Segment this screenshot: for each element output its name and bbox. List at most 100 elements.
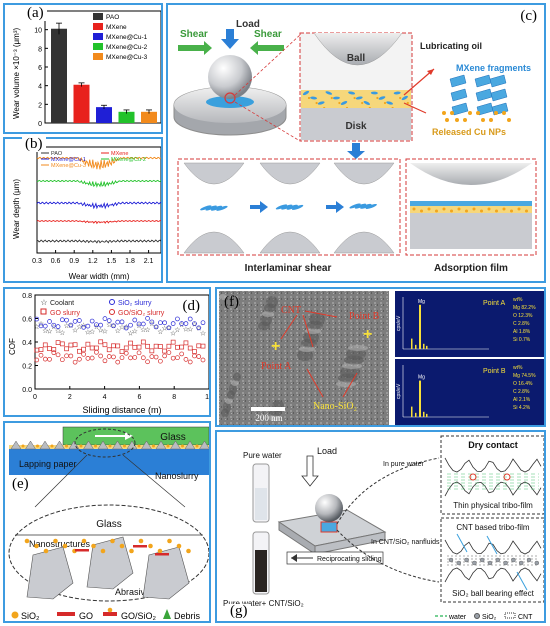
cof-point <box>136 344 142 350</box>
sem-texture <box>340 366 360 378</box>
go-sheet <box>133 545 147 548</box>
cof-point: ☆ <box>115 327 121 335</box>
d-legend-marker <box>109 309 115 315</box>
lower-rough-surface-cnt <box>444 567 542 583</box>
cof-point <box>77 318 82 323</box>
legend-label: Debris <box>174 611 201 621</box>
mxene-flake <box>401 95 408 101</box>
cof-point <box>42 356 48 362</box>
sio2-particle <box>50 444 54 448</box>
cof-point <box>132 317 138 323</box>
mxene-fragment <box>475 88 493 102</box>
cof-point <box>81 324 86 330</box>
cof-point <box>170 355 176 361</box>
cof-point <box>128 340 133 346</box>
sio2-particle <box>79 444 83 448</box>
g-ball <box>315 494 343 522</box>
adsorption-box <box>405 158 537 256</box>
glass-zoom-label: Glass <box>96 519 122 530</box>
interlaminar-box <box>177 158 401 256</box>
d-legend-label: GO slurry <box>50 310 80 317</box>
tribofilm-diagram-g: Pure water Pure water+ CNT/SiO₂ Load Rec… <box>223 435 544 621</box>
g-legend-label: water <box>448 614 467 621</box>
cof-point: ☆ <box>196 325 202 333</box>
lower-asperity <box>183 231 245 254</box>
mxene-flake <box>310 96 318 100</box>
panel-label-c: (c) <box>517 9 540 24</box>
cof-point: ☆ <box>46 328 52 336</box>
mxene-flake <box>317 101 325 105</box>
released-cu-label: Released Cu NPs <box>432 127 506 137</box>
abrasive-grain <box>54 440 65 450</box>
sio2-particle <box>43 548 49 554</box>
adsorbed-cu <box>502 207 506 211</box>
cof-point <box>175 316 180 322</box>
cu-nanoparticle <box>307 96 311 100</box>
adsorbed-cu <box>487 207 491 211</box>
mxene-flake <box>355 96 363 100</box>
sio2-ball <box>534 560 539 566</box>
a-ytick-label: 6 <box>38 65 42 72</box>
cof-point <box>128 322 133 328</box>
d-legend-label: Coolant <box>50 300 74 307</box>
cof-point <box>55 324 61 330</box>
panel-f: CNT + Point A + Point B Nano-SiO₂ 200 nm… <box>215 287 546 427</box>
wear-volume-bar <box>141 111 157 123</box>
wear-profile-line <box>36 239 161 244</box>
d-ytick-label: 0.0 <box>22 387 32 394</box>
cof-point <box>77 356 82 362</box>
cof-point <box>179 351 185 357</box>
cof-point <box>136 350 142 356</box>
released-cu-np <box>502 111 506 115</box>
sem-texture <box>233 372 241 382</box>
panel-label-d: (d) <box>179 299 203 314</box>
cof-point <box>38 352 44 358</box>
b-xtick-label: 1.5 <box>107 258 117 265</box>
cof-point <box>98 353 104 359</box>
cof-point <box>51 322 57 328</box>
cof-point <box>68 322 74 328</box>
abrasive-grain <box>25 440 36 450</box>
sheared-layer <box>210 205 223 211</box>
sem-texture <box>303 331 319 343</box>
cof-point <box>98 322 104 328</box>
eds-peak-mg <box>419 380 421 417</box>
sio2-particle <box>166 444 170 448</box>
cof-point <box>68 342 74 348</box>
sio2-particle <box>91 543 96 549</box>
eds-minor-peak <box>411 338 413 349</box>
cu-nanoparticle <box>353 96 356 100</box>
cof-point <box>145 315 150 321</box>
cof-point <box>123 325 129 331</box>
cof-point <box>42 323 48 329</box>
adsorbed-cu <box>525 209 528 213</box>
lower-rough-surface <box>444 481 542 497</box>
abrasive-grain <box>170 440 181 450</box>
mechanism-diagram-c: Load Shear Shear Ball Disk Lubricating o… <box>173 19 537 274</box>
legend-cnt-icon <box>504 612 516 619</box>
mxene-flake <box>393 91 401 95</box>
panel-label-e: (e) <box>9 477 32 492</box>
sliding-xlabel: Sliding distance (m) <box>82 405 161 415</box>
sio2-ball <box>519 560 524 566</box>
cof-point <box>85 356 91 361</box>
cof-point <box>132 355 138 360</box>
cof-point <box>115 343 121 349</box>
g-legend-label: CNT <box>518 614 533 621</box>
sio2-particle <box>108 444 112 448</box>
cof-point <box>119 319 125 325</box>
adsorbed-cu <box>457 207 461 211</box>
panel-g: Pure water Pure water+ CNT/SiO₂ Load Rec… <box>215 430 546 623</box>
sio2-particle <box>148 543 153 549</box>
cof-point <box>55 352 61 358</box>
g-load-label: Load <box>317 446 337 456</box>
cof-point <box>102 342 108 348</box>
g-legend-label: SiO₂ <box>482 614 497 621</box>
sio2-particle <box>53 538 58 544</box>
process-arrow <box>347 143 365 159</box>
cof-point: ☆ <box>106 321 112 329</box>
cof-point <box>170 321 176 326</box>
thin-film-label: Thin physical tribo-film <box>453 501 533 510</box>
d-xtick-label: 2 <box>68 394 72 401</box>
eds-composition-line: O 12.3% <box>513 313 533 319</box>
